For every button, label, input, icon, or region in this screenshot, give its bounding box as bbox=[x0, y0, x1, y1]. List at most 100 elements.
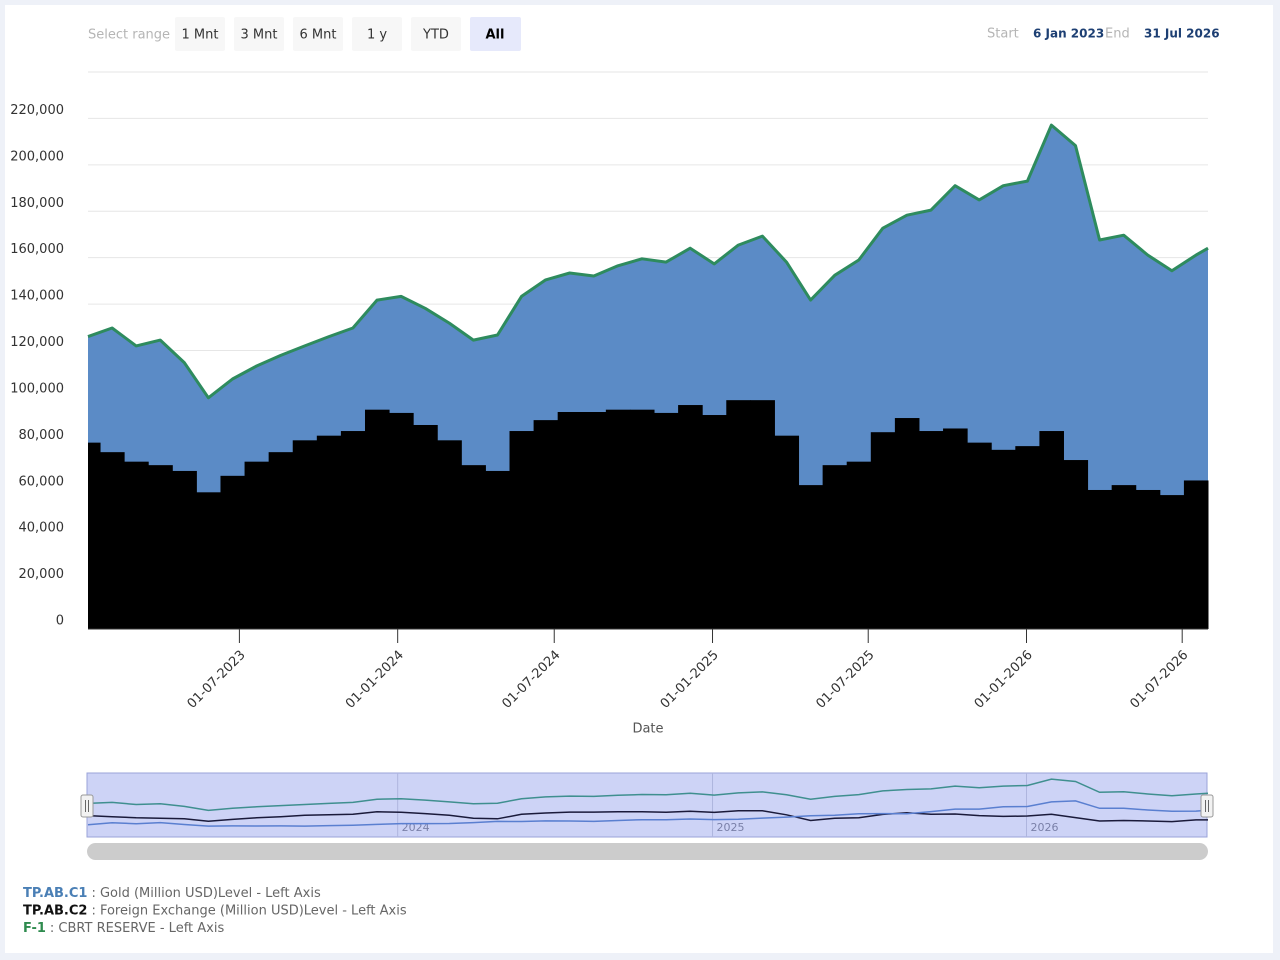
column-fx bbox=[1135, 489, 1161, 629]
column-fx bbox=[1201, 480, 1209, 629]
range-label: Select range bbox=[88, 28, 170, 43]
column-fx bbox=[774, 435, 800, 629]
column-fx bbox=[846, 461, 872, 629]
scrollbar[interactable] bbox=[87, 843, 1208, 860]
range-button-label: 1 Mnt bbox=[182, 28, 219, 43]
navigator-handle[interactable] bbox=[1200, 794, 1214, 818]
range-button-bg bbox=[352, 17, 402, 51]
column-fx bbox=[629, 409, 655, 629]
y-tick-label: 60,000 bbox=[19, 474, 65, 489]
y-tick-label: 220,000 bbox=[10, 103, 64, 118]
column-fx bbox=[220, 475, 246, 629]
legend-item: TP.AB.C1 : Gold (Million USD)Level - Left… bbox=[23, 886, 321, 901]
line-reserve bbox=[87, 123, 1209, 400]
column-fx bbox=[533, 420, 559, 629]
range-button[interactable]: 6 Mnt bbox=[293, 17, 343, 51]
navigator-line bbox=[87, 778, 1209, 812]
column-fx bbox=[461, 465, 486, 629]
range-button-bg bbox=[234, 17, 284, 51]
start-label: Start bbox=[987, 27, 1019, 42]
range-button-bg bbox=[411, 17, 461, 51]
range-button[interactable]: 3 Mnt bbox=[234, 17, 284, 51]
range-button-bg bbox=[293, 17, 343, 51]
column-fx bbox=[413, 424, 438, 629]
column-fx bbox=[172, 470, 197, 629]
column-fx bbox=[485, 470, 511, 629]
y-tick-label: 180,000 bbox=[10, 196, 64, 211]
column-fx bbox=[437, 440, 462, 629]
column-fx bbox=[268, 452, 294, 629]
y-tick-label: 100,000 bbox=[10, 381, 64, 396]
column-fx bbox=[750, 400, 775, 629]
start-date[interactable]: 6 Jan 2023 bbox=[1033, 27, 1104, 41]
column-fx bbox=[991, 449, 1016, 629]
range-button-bg bbox=[470, 17, 521, 51]
column-fx bbox=[1159, 495, 1185, 629]
column-fx bbox=[967, 442, 992, 629]
y-tick-label: 40,000 bbox=[19, 521, 65, 536]
legend-description: : Gold (Million USD)Level - Left Axis bbox=[91, 886, 321, 901]
column-fx bbox=[918, 431, 944, 629]
y-tick-label: 120,000 bbox=[10, 335, 64, 350]
column-fx bbox=[557, 412, 583, 629]
x-axis-title: Date bbox=[632, 722, 663, 737]
range-button[interactable]: 1 y bbox=[352, 17, 402, 51]
legend-description: : Foreign Exchange (Million USD)Level - … bbox=[91, 903, 406, 918]
y-tick-label: 0 bbox=[56, 614, 64, 629]
column-fx bbox=[148, 465, 173, 629]
column-fx bbox=[1063, 460, 1089, 629]
y-tick-label: 200,000 bbox=[10, 149, 64, 164]
column-fx bbox=[822, 465, 848, 629]
column-fx bbox=[124, 461, 149, 629]
y-tick-label: 140,000 bbox=[10, 289, 64, 304]
column-fx bbox=[1183, 480, 1203, 629]
navigator-line bbox=[87, 809, 1208, 823]
legend-code: F-1 bbox=[23, 921, 46, 936]
navigator-tick-label: 2026 bbox=[1030, 821, 1058, 834]
y-tick-label: 20,000 bbox=[19, 567, 65, 582]
y-tick-label: 160,000 bbox=[10, 242, 64, 257]
range-button-bg bbox=[175, 17, 225, 51]
range-button-label: 1 y bbox=[367, 28, 387, 43]
column-fx bbox=[340, 431, 366, 629]
column-fx bbox=[509, 431, 535, 629]
navigator-handle[interactable] bbox=[80, 794, 94, 818]
column-fx bbox=[605, 409, 631, 629]
legend-code: TP.AB.C2 bbox=[23, 903, 87, 918]
range-button[interactable]: All bbox=[470, 17, 521, 51]
column-fx bbox=[364, 409, 390, 629]
column-fx bbox=[292, 440, 318, 629]
navigator-tick-label: 2025 bbox=[717, 821, 745, 834]
column-fx bbox=[100, 452, 125, 629]
column-fx bbox=[389, 412, 414, 629]
column-fx bbox=[1039, 431, 1064, 629]
range-button-label: 6 Mnt bbox=[300, 28, 337, 43]
legend-item: F-1: CBRT RESERVE - Left Axis bbox=[23, 921, 224, 936]
range-button-label: YTD bbox=[422, 28, 449, 43]
column-fx bbox=[678, 405, 703, 629]
column-fx bbox=[654, 412, 679, 629]
column-fx bbox=[1111, 485, 1137, 629]
legend-code: TP.AB.C1 bbox=[23, 886, 87, 901]
column-fx bbox=[870, 432, 896, 629]
column-fx bbox=[1087, 489, 1113, 629]
column-fx bbox=[316, 435, 342, 629]
end-date[interactable]: 31 Jul 2026 bbox=[1144, 27, 1220, 41]
range-button[interactable]: 1 Mnt bbox=[175, 17, 225, 51]
column-fx bbox=[726, 400, 751, 629]
range-button[interactable]: YTD bbox=[411, 17, 461, 51]
column-fx bbox=[196, 492, 221, 629]
y-tick-label: 80,000 bbox=[19, 428, 65, 443]
range-button-label: All bbox=[486, 28, 505, 43]
column-fx bbox=[1015, 446, 1040, 629]
end-label: End bbox=[1105, 27, 1130, 42]
column-fx bbox=[244, 461, 270, 629]
column-fx bbox=[581, 412, 607, 629]
range-button-label: 3 Mnt bbox=[241, 28, 278, 43]
column-fx bbox=[88, 442, 101, 629]
column-fx bbox=[894, 418, 920, 629]
column-fx bbox=[943, 428, 968, 629]
column-fx bbox=[702, 415, 727, 629]
